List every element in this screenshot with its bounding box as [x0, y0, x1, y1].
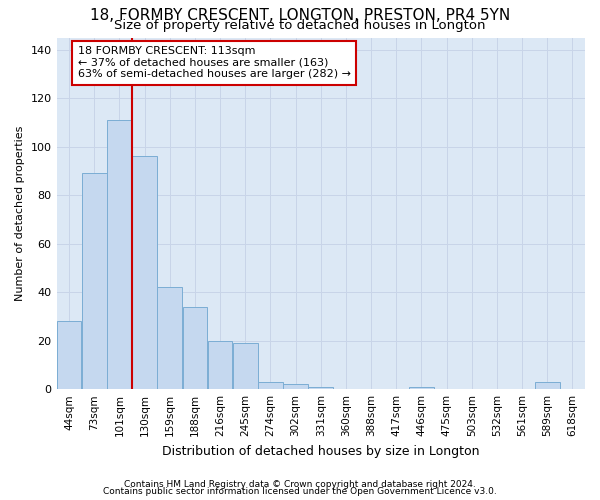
Bar [82, 174, 107, 389]
Bar [409, 387, 434, 389]
Bar [308, 387, 333, 389]
Bar [283, 384, 308, 389]
Bar [233, 343, 257, 389]
X-axis label: Distribution of detached houses by size in Longton: Distribution of detached houses by size … [162, 444, 479, 458]
Text: Contains public sector information licensed under the Open Government Licence v3: Contains public sector information licen… [103, 488, 497, 496]
Bar [535, 382, 560, 389]
Text: Contains HM Land Registry data © Crown copyright and database right 2024.: Contains HM Land Registry data © Crown c… [124, 480, 476, 489]
Bar [132, 156, 157, 389]
Y-axis label: Number of detached properties: Number of detached properties [15, 126, 25, 301]
Bar [208, 340, 232, 389]
Text: 18, FORMBY CRESCENT, LONGTON, PRESTON, PR4 5YN: 18, FORMBY CRESCENT, LONGTON, PRESTON, P… [90, 8, 510, 22]
Bar [182, 306, 207, 389]
Text: 18 FORMBY CRESCENT: 113sqm
← 37% of detached houses are smaller (163)
63% of sem: 18 FORMBY CRESCENT: 113sqm ← 37% of deta… [77, 46, 350, 80]
Bar [157, 288, 182, 389]
Bar [57, 322, 82, 389]
Bar [107, 120, 132, 389]
Text: Size of property relative to detached houses in Longton: Size of property relative to detached ho… [114, 18, 486, 32]
Bar [258, 382, 283, 389]
